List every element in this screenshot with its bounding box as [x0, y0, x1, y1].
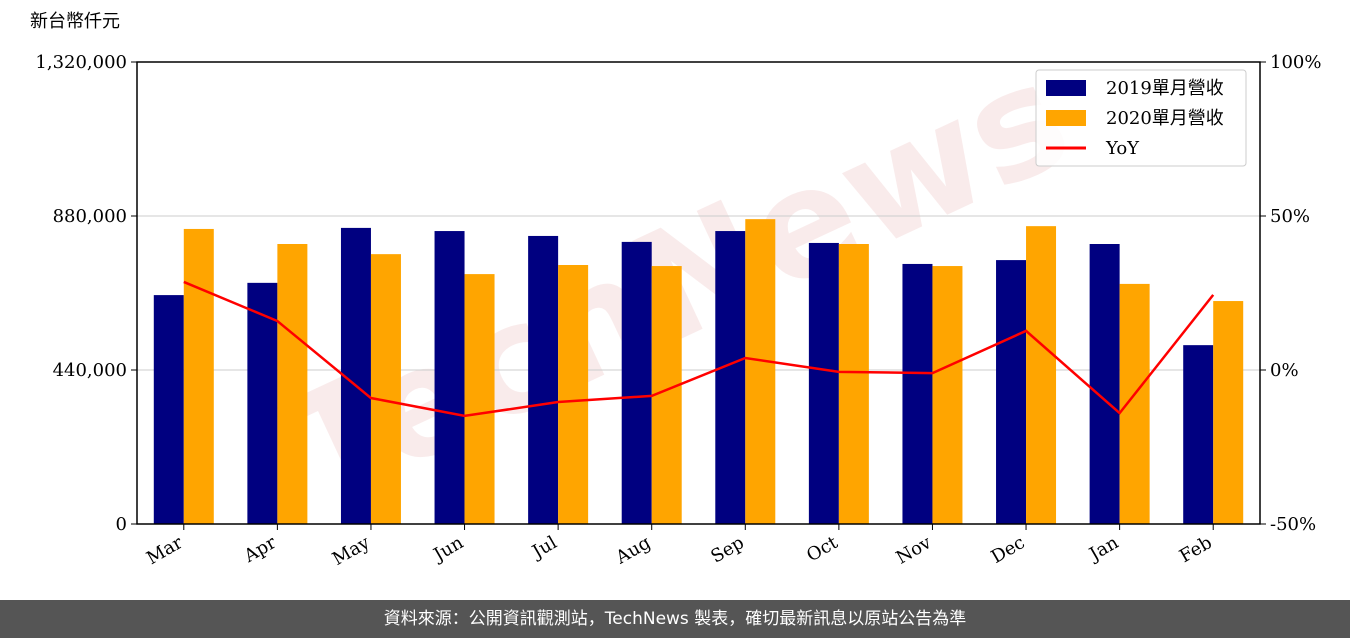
bar: [838, 244, 869, 524]
y-tick-label: 880,000: [53, 206, 127, 227]
bar: [277, 244, 308, 524]
y2-tick-label: 0%: [1270, 360, 1299, 381]
bar: [464, 274, 495, 524]
bar: [1213, 301, 1244, 524]
x-tick-label: Aug: [612, 532, 655, 569]
bar: [434, 231, 465, 525]
x-tick-label: Jul: [527, 532, 561, 564]
x-tick-label: Dec: [988, 532, 1029, 568]
y-tick-label: 440,000: [53, 360, 127, 381]
y2-tick-label: 100%: [1270, 52, 1321, 73]
bar: [1026, 226, 1057, 524]
x-tick-label: Oct: [803, 532, 842, 567]
bar: [1119, 283, 1150, 524]
bar: [153, 295, 184, 524]
legend-label: 2019單月營收: [1106, 78, 1224, 99]
y2-tick-label: 50%: [1270, 206, 1310, 227]
x-tick-label: Mar: [143, 532, 187, 569]
bar: [247, 282, 278, 524]
x-tick-label: Feb: [1176, 532, 1216, 567]
bar: [183, 228, 214, 524]
bar: [621, 241, 652, 524]
x-tick-label: Apr: [240, 532, 280, 567]
x-tick-label: Sep: [707, 532, 747, 567]
y-tick-label: 0: [116, 514, 127, 535]
bar: [1183, 345, 1214, 524]
bar: [1089, 244, 1120, 524]
bar: [808, 242, 839, 524]
legend-label: 2020單月營收: [1106, 108, 1224, 129]
x-tick-label: Nov: [893, 532, 936, 569]
bar: [902, 263, 933, 524]
bar: [715, 231, 746, 525]
bar: [558, 265, 589, 524]
legend-swatch: [1046, 80, 1086, 96]
y-axis-label: 新台幣仟元: [30, 11, 120, 32]
chart: 新台幣仟元 TechNews 0440,000880,0001,320,000-…: [30, 11, 1321, 570]
bar: [370, 254, 401, 524]
bar: [996, 260, 1027, 524]
x-tick-label: Jan: [1084, 532, 1122, 566]
bar: [932, 266, 963, 524]
y-tick-label: 1,320,000: [35, 52, 127, 73]
x-tick-label: Jun: [428, 532, 467, 567]
bar: [745, 219, 776, 524]
y2-tick-label: -50%: [1270, 514, 1316, 535]
legend-box: [1035, 69, 1247, 167]
legend-label: YoY: [1105, 138, 1140, 159]
footer: 資料來源：公開資訊觀測站，TechNews 製表，確切最新訊息以原站公告為準: [0, 600, 1350, 638]
line: [183, 280, 1215, 418]
bar: [528, 235, 559, 524]
legend-swatch: [1046, 110, 1086, 126]
plot-frame: [136, 61, 1261, 525]
